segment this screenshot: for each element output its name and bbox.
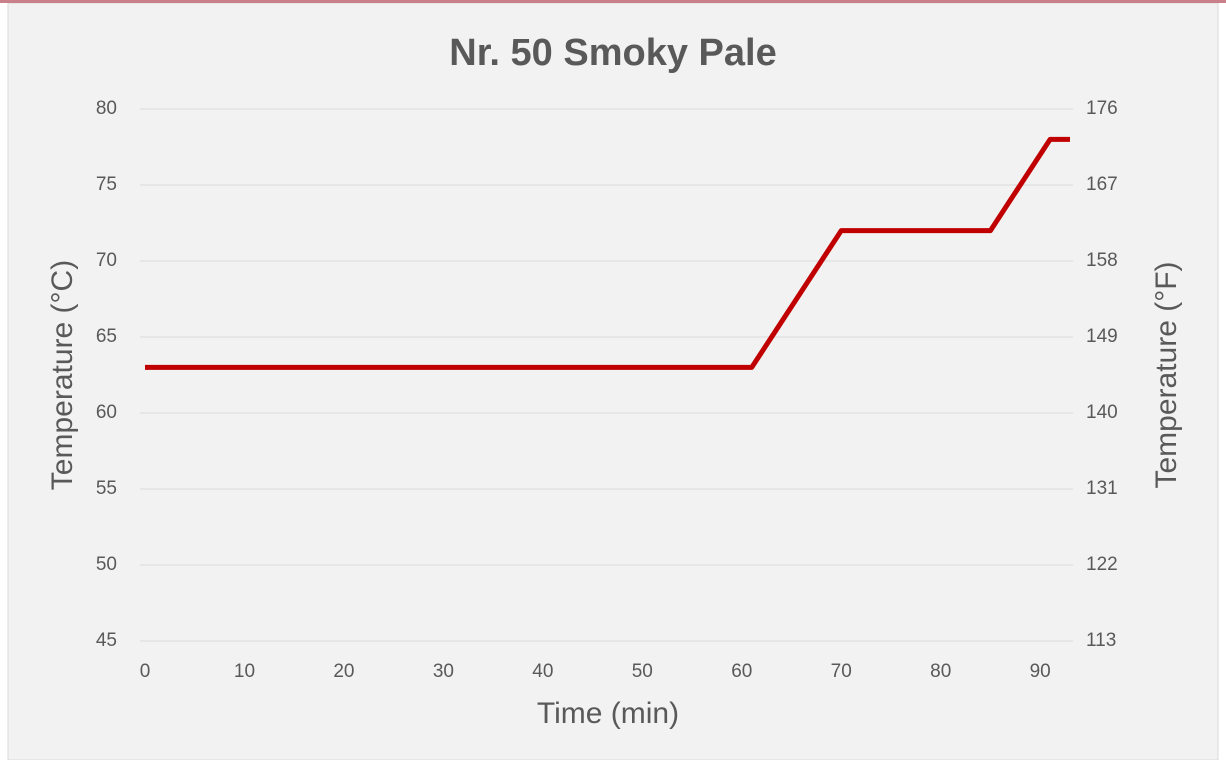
y2-tick-label: 149 [1086,326,1118,347]
chart-area [7,2,1219,760]
y-tick-label: 75 [96,174,117,195]
x-tick-label: 40 [532,661,553,682]
chart-title: Nr. 50 Smoky Pale [449,32,776,74]
y2-axis-title: Temperature (°F) [1150,261,1183,488]
x-tick-label: 70 [831,661,852,682]
y-tick-label: 50 [96,554,117,575]
y2-tick-label: 176 [1086,98,1118,119]
y-tick-label: 45 [96,630,117,651]
y-axis-title: Temperature (°C) [46,260,79,490]
y-tick-label: 80 [96,98,117,119]
y2-tick-label: 140 [1086,402,1118,423]
y-tick-label: 60 [96,402,117,423]
y2-tick-label: 131 [1086,478,1118,499]
y-tick-label: 55 [96,478,117,499]
x-tick-label: 10 [234,661,255,682]
y2-tick-label: 158 [1086,250,1118,271]
x-axis-title: Time (min) [537,697,679,730]
y-tick-label: 70 [96,250,117,271]
x-tick-label: 80 [930,661,951,682]
data-line [145,136,1070,370]
y2-tick-label: 167 [1086,174,1118,195]
x-tick-label: 90 [1030,661,1051,682]
x-tick-label: 50 [632,661,653,682]
x-tick-label: 0 [140,661,151,682]
x-tick-label: 20 [333,661,354,682]
top-border [0,0,1226,3]
x-tick-label: 60 [731,661,752,682]
x-tick-label: 30 [433,661,454,682]
y-tick-label: 65 [96,326,117,347]
y2-tick-label: 113 [1086,630,1116,651]
y2-tick-label: 122 [1086,554,1118,575]
